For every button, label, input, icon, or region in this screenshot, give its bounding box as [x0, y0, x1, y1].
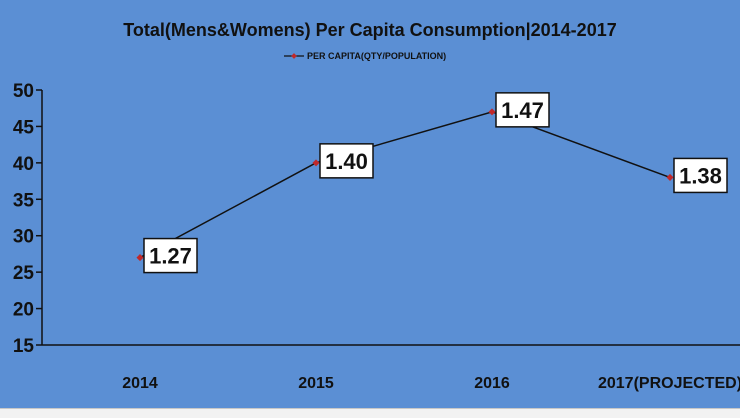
data-point — [666, 173, 674, 181]
chart-frame: Total(Mens&Womens) Per Capita Consumptio… — [0, 0, 740, 408]
y-tick-label: 35 — [13, 190, 35, 211]
data-label: 1.27 — [149, 244, 192, 269]
data-label-box — [495, 92, 550, 128]
chart-title: Total(Mens&Womens) Per Capita Consumptio… — [123, 20, 617, 40]
chart-legend: PER CAPITA(QTY/POPULATION) — [284, 51, 446, 61]
x-tick-label: 2017(PROJECTED) — [598, 375, 740, 392]
legend-marker-icon — [284, 53, 304, 59]
data-point — [488, 108, 496, 116]
legend-label: PER CAPITA(QTY/POPULATION) — [307, 51, 447, 61]
data-label: 1.40 — [325, 149, 368, 174]
y-tick-label: 20 — [13, 300, 34, 321]
data-label-box — [673, 157, 728, 194]
y-tick-label: 15 — [13, 336, 35, 357]
y-tick-label: 40 — [13, 154, 34, 175]
data-label: 1.47 — [501, 98, 544, 123]
bottom-strip — [0, 408, 740, 418]
y-tick-label: 30 — [13, 227, 34, 248]
x-tick-label: 2016 — [474, 375, 510, 392]
data-point — [136, 254, 144, 262]
x-tick-label: 2015 — [298, 375, 334, 392]
data-label-box — [143, 237, 198, 274]
data-label: 1.38 — [679, 163, 722, 188]
series-line — [139, 111, 671, 259]
y-tick-label: 45 — [13, 117, 35, 138]
data-label-box — [319, 143, 374, 179]
y-tick-label: 50 — [13, 81, 34, 102]
y-tick-label: 25 — [13, 263, 35, 284]
data-point — [312, 159, 320, 167]
x-tick-label: 2014 — [122, 375, 158, 392]
